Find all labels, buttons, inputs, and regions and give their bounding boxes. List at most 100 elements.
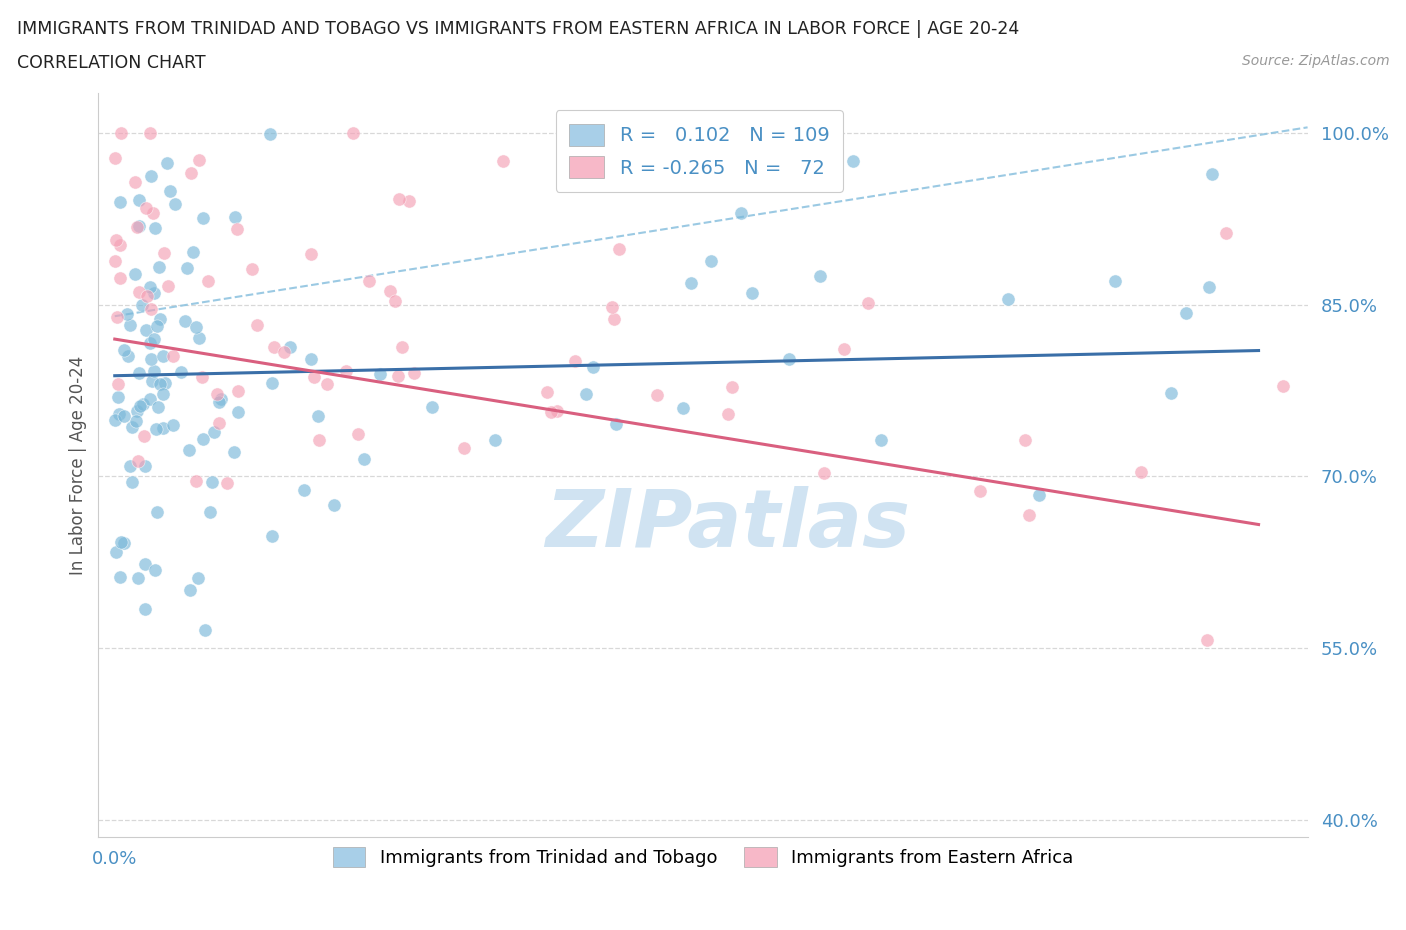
- Point: [605, 417, 627, 432]
- Point: [1201, 166, 1223, 181]
- Point: [128, 285, 150, 299]
- Point: [152, 387, 174, 402]
- Point: [315, 377, 337, 392]
- Point: [384, 293, 406, 308]
- Point: [104, 151, 127, 166]
- Point: [148, 400, 170, 415]
- Point: [778, 352, 800, 366]
- Point: [353, 452, 375, 467]
- Point: [299, 352, 322, 366]
- Point: [191, 432, 214, 446]
- Point: [197, 273, 219, 288]
- Point: [184, 473, 207, 488]
- Point: [149, 312, 172, 326]
- Point: [240, 261, 263, 276]
- Point: [163, 196, 186, 211]
- Point: [108, 569, 131, 584]
- Point: [148, 259, 170, 274]
- Point: [135, 200, 157, 215]
- Text: Source: ZipAtlas.com: Source: ZipAtlas.com: [1241, 54, 1389, 68]
- Point: [208, 416, 231, 431]
- Point: [225, 221, 247, 236]
- Point: [184, 320, 207, 335]
- Point: [260, 376, 283, 391]
- Point: [120, 318, 142, 333]
- Point: [134, 557, 156, 572]
- Point: [368, 366, 391, 381]
- Point: [187, 330, 209, 345]
- Point: [107, 310, 129, 325]
- Point: [222, 445, 245, 459]
- Point: [246, 317, 269, 332]
- Point: [115, 307, 138, 322]
- Point: [813, 465, 835, 480]
- Point: [259, 126, 281, 141]
- Point: [179, 582, 201, 597]
- Point: [108, 194, 131, 209]
- Legend: Immigrants from Trinidad and Tobago, Immigrants from Eastern Africa: Immigrants from Trinidad and Tobago, Imm…: [321, 834, 1085, 880]
- Point: [121, 420, 143, 435]
- Point: [134, 602, 156, 617]
- Point: [700, 253, 723, 268]
- Point: [717, 406, 740, 421]
- Point: [387, 192, 409, 206]
- Point: [134, 459, 156, 474]
- Point: [107, 390, 129, 405]
- Point: [335, 364, 357, 379]
- Point: [180, 166, 202, 180]
- Point: [155, 376, 177, 391]
- Point: [105, 545, 128, 560]
- Point: [169, 365, 191, 379]
- Point: [575, 387, 598, 402]
- Point: [139, 302, 162, 317]
- Point: [201, 474, 224, 489]
- Point: [162, 418, 184, 432]
- Point: [387, 369, 409, 384]
- Point: [869, 432, 891, 447]
- Point: [721, 379, 744, 394]
- Point: [453, 440, 475, 455]
- Point: [492, 153, 515, 168]
- Point: [832, 341, 855, 356]
- Point: [112, 409, 135, 424]
- Point: [107, 376, 129, 391]
- Point: [125, 404, 148, 418]
- Point: [152, 420, 174, 435]
- Point: [209, 392, 232, 406]
- Point: [132, 397, 155, 412]
- Point: [226, 383, 249, 398]
- Point: [152, 349, 174, 364]
- Point: [645, 388, 668, 403]
- Point: [112, 342, 135, 357]
- Point: [380, 284, 402, 299]
- Point: [117, 349, 139, 364]
- Point: [741, 286, 763, 300]
- Point: [156, 155, 179, 170]
- Point: [110, 535, 132, 550]
- Point: [582, 360, 605, 375]
- Point: [143, 563, 166, 578]
- Point: [162, 349, 184, 364]
- Point: [308, 432, 330, 447]
- Point: [145, 422, 167, 437]
- Point: [679, 276, 702, 291]
- Point: [129, 398, 152, 413]
- Point: [202, 424, 225, 439]
- Point: [142, 332, 165, 347]
- Point: [125, 414, 148, 429]
- Text: IMMIGRANTS FROM TRINIDAD AND TOBAGO VS IMMIGRANTS FROM EASTERN AFRICA IN LABOR F: IMMIGRANTS FROM TRINIDAD AND TOBAGO VS I…: [17, 20, 1019, 38]
- Point: [1174, 306, 1197, 321]
- Point: [139, 351, 162, 365]
- Point: [603, 312, 626, 326]
- Point: [359, 274, 381, 289]
- Point: [176, 261, 198, 276]
- Point: [402, 365, 425, 380]
- Point: [131, 298, 153, 312]
- Point: [125, 219, 148, 234]
- Point: [301, 246, 323, 261]
- Point: [969, 484, 991, 498]
- Point: [108, 407, 131, 422]
- Point: [292, 483, 315, 498]
- Point: [159, 184, 181, 199]
- Point: [149, 377, 172, 392]
